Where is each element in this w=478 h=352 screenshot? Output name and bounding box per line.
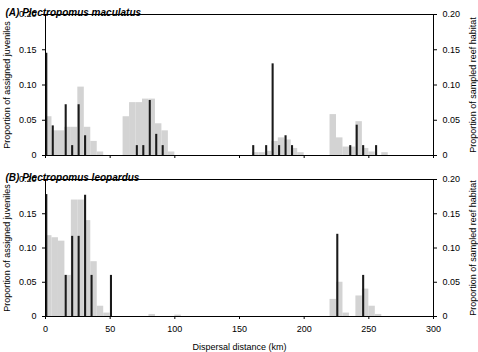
svg-text:0.10: 0.10 (443, 80, 461, 90)
svg-text:0.15: 0.15 (443, 209, 461, 219)
svg-text:Proportion of assigned juvenil: Proportion of assigned juveniles (2, 184, 12, 312)
svg-text:0.20: 0.20 (443, 9, 461, 19)
svg-text:0.05: 0.05 (19, 115, 37, 125)
svg-text:0.15: 0.15 (19, 209, 37, 219)
svg-text:Dispersal distance (km): Dispersal distance (km) (192, 342, 286, 352)
svg-text:250: 250 (361, 324, 376, 334)
svg-text:Proportion of assigned juvenil: Proportion of assigned juveniles (2, 21, 12, 149)
svg-text:0.10: 0.10 (19, 80, 37, 90)
svg-text:0.05: 0.05 (19, 277, 37, 287)
svg-text:0: 0 (43, 324, 48, 334)
svg-text:200: 200 (297, 324, 312, 334)
svg-text:0: 0 (443, 150, 448, 160)
svg-text:0: 0 (443, 311, 448, 321)
svg-text:Proportion of sampled reef hab: Proportion of sampled reef habitat (468, 17, 478, 153)
svg-text:0.05: 0.05 (443, 277, 461, 287)
svg-text:(B) Plectropomus leopardus: (B) Plectropomus leopardus (6, 172, 140, 183)
svg-text:100: 100 (167, 324, 182, 334)
svg-text:0.05: 0.05 (443, 115, 461, 125)
svg-text:0.15: 0.15 (19, 45, 37, 55)
svg-text:0.10: 0.10 (19, 243, 37, 253)
svg-text:0.15: 0.15 (443, 45, 461, 55)
svg-text:0.10: 0.10 (443, 243, 461, 253)
svg-text:0.20: 0.20 (443, 174, 461, 184)
svg-text:Proportion of sampled reef hab: Proportion of sampled reef habitat (468, 180, 478, 316)
svg-text:50: 50 (105, 324, 115, 334)
svg-text:(A) Plectropomus maculatus: (A) Plectropomus maculatus (6, 7, 142, 18)
svg-text:0: 0 (31, 311, 36, 321)
svg-text:150: 150 (232, 324, 247, 334)
svg-text:300: 300 (426, 324, 441, 334)
svg-text:0: 0 (31, 150, 36, 160)
